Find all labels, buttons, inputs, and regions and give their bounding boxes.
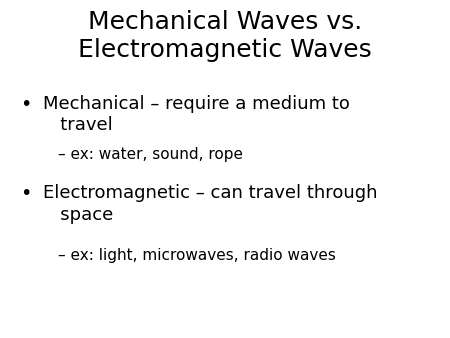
Text: •: • (20, 95, 32, 114)
Text: Electromagnetic – can travel through
   space: Electromagnetic – can travel through spa… (43, 184, 377, 224)
Text: Mechanical – require a medium to
   travel: Mechanical – require a medium to travel (43, 95, 350, 134)
Text: – ex: water, sound, rope: – ex: water, sound, rope (58, 147, 243, 162)
Text: •: • (20, 184, 32, 203)
Text: – ex: light, microwaves, radio waves: – ex: light, microwaves, radio waves (58, 248, 337, 263)
Text: Mechanical Waves vs.
Electromagnetic Waves: Mechanical Waves vs. Electromagnetic Wav… (78, 10, 372, 62)
